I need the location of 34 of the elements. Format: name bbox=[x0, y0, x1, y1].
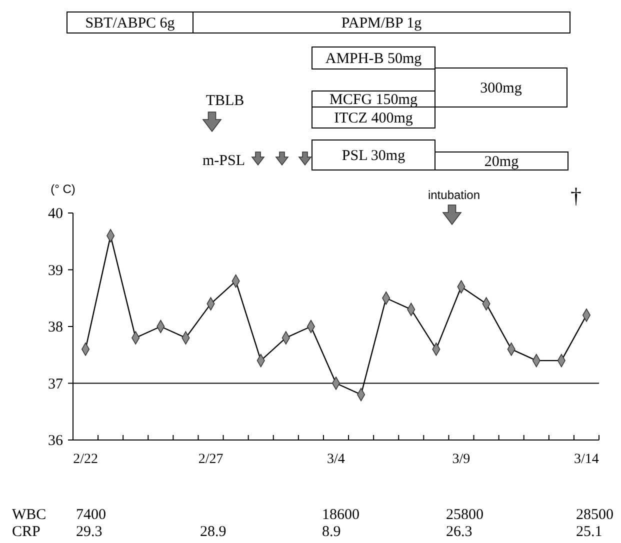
text: TBLB bbox=[206, 93, 244, 109]
y-tick-label: 36 bbox=[48, 433, 64, 449]
x-tick-label: 3/4 bbox=[327, 452, 345, 467]
text: CRP bbox=[12, 524, 40, 540]
text: ITCZ 400mg bbox=[334, 110, 414, 126]
text: 26.3 bbox=[446, 524, 472, 540]
y-tick-label: 37 bbox=[48, 376, 64, 392]
y-axis-title: (° C) bbox=[50, 182, 76, 196]
text: intubation bbox=[428, 188, 480, 202]
text: PAPM/BP 1g bbox=[341, 16, 422, 32]
x-tick-label: 2/22 bbox=[73, 452, 98, 467]
text: 8.9 bbox=[322, 524, 341, 540]
text: SBT/ABPC 6g bbox=[85, 16, 176, 32]
x-tick-label: 3/14 bbox=[574, 452, 599, 467]
x-tick-label: 3/9 bbox=[452, 452, 470, 467]
text: 25.1 bbox=[576, 524, 602, 540]
text: 20mg bbox=[484, 154, 520, 170]
text: m-PSL bbox=[202, 153, 245, 169]
text: 18600 bbox=[322, 507, 360, 523]
text: 300mg bbox=[480, 80, 522, 96]
text: WBC bbox=[12, 507, 46, 523]
text: † bbox=[570, 183, 582, 208]
text: AMPH-B 50mg bbox=[325, 51, 422, 67]
text: MCFG 150mg bbox=[330, 92, 418, 108]
text: 25800 bbox=[446, 507, 484, 523]
text: 29.3 bbox=[76, 524, 102, 540]
text: 28500 bbox=[576, 507, 614, 523]
y-tick-label: 40 bbox=[48, 206, 63, 222]
text: PSL 30mg bbox=[342, 148, 406, 164]
x-tick-label: 2/27 bbox=[198, 452, 224, 467]
y-tick-label: 39 bbox=[48, 262, 63, 279]
text: 28.9 bbox=[200, 524, 226, 540]
y-tick-label: 38 bbox=[48, 320, 63, 336]
text: 7400 bbox=[76, 507, 106, 523]
